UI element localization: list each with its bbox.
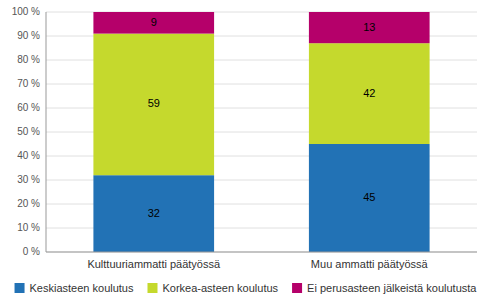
legend-label: Keskiasteen koulutus bbox=[30, 282, 134, 294]
y-tick-label: 90 % bbox=[17, 30, 40, 41]
legend-swatch bbox=[147, 283, 157, 293]
legend-swatch bbox=[15, 283, 25, 293]
x-tick-label: Kulttuuriammatti päätyössä bbox=[87, 258, 221, 270]
y-tick-label: 60 % bbox=[17, 102, 40, 113]
y-axis: 0 % 10 % 20 % 30 % 40 % 50 % 60 % 70 % 80 % 90 % 1… bbox=[12, 6, 40, 257]
legend-swatch bbox=[292, 283, 302, 293]
bar-segment bbox=[309, 43, 430, 144]
x-axis-line bbox=[46, 252, 477, 253]
bar-segment bbox=[309, 12, 430, 43]
y-tick-label: 20 % bbox=[17, 198, 40, 209]
bar-segment bbox=[309, 144, 430, 252]
y-tick-label: 10 % bbox=[17, 222, 40, 233]
bar-segment bbox=[93, 175, 214, 252]
bars bbox=[93, 12, 429, 252]
data-label: 45 bbox=[363, 191, 375, 203]
grid-line bbox=[46, 252, 477, 253]
legend-item: Ei perusasteen jälkeistä koulutusta bbox=[292, 282, 477, 294]
y-tick-label: 40 % bbox=[17, 150, 40, 161]
data-label: 42 bbox=[363, 87, 375, 99]
data-label: 59 bbox=[148, 97, 160, 109]
y-tick-label: 0 % bbox=[23, 246, 40, 257]
legend-label: Korkea-asteen koulutus bbox=[162, 282, 278, 294]
y-tick-label: 80 % bbox=[17, 54, 40, 65]
legend-label: Ei perusasteen jälkeistä koulutusta bbox=[307, 282, 477, 294]
y-tick-label: 70 % bbox=[17, 78, 40, 89]
y-axis-line bbox=[46, 12, 47, 252]
bar-segment bbox=[93, 12, 214, 34]
legend-item: Keskiasteen koulutus bbox=[15, 282, 134, 294]
chart: Keskiasteen koulutus Korkea-asteen koulut… bbox=[0, 0, 491, 302]
data-label: 32 bbox=[148, 207, 160, 219]
data-label: 9 bbox=[151, 16, 157, 28]
legend-item: Korkea-asteen koulutus bbox=[147, 282, 278, 294]
x-tick-label: Muu ammatti päätyössä bbox=[311, 258, 429, 270]
data-label: 13 bbox=[363, 21, 375, 33]
legend: Keskiasteen koulutus Korkea-asteen koulut… bbox=[15, 282, 478, 294]
bar-segment bbox=[93, 34, 214, 176]
y-tick-label: 30 % bbox=[17, 174, 40, 185]
y-tick-label: 100 % bbox=[12, 6, 40, 17]
grid bbox=[46, 12, 477, 252]
y-tick-label: 50 % bbox=[17, 126, 40, 137]
data-labels: 32 45 59 42 9 13 bbox=[148, 16, 376, 219]
x-axis: Kulttuuriammatti päätyössä Muu ammatti pä… bbox=[87, 258, 428, 270]
